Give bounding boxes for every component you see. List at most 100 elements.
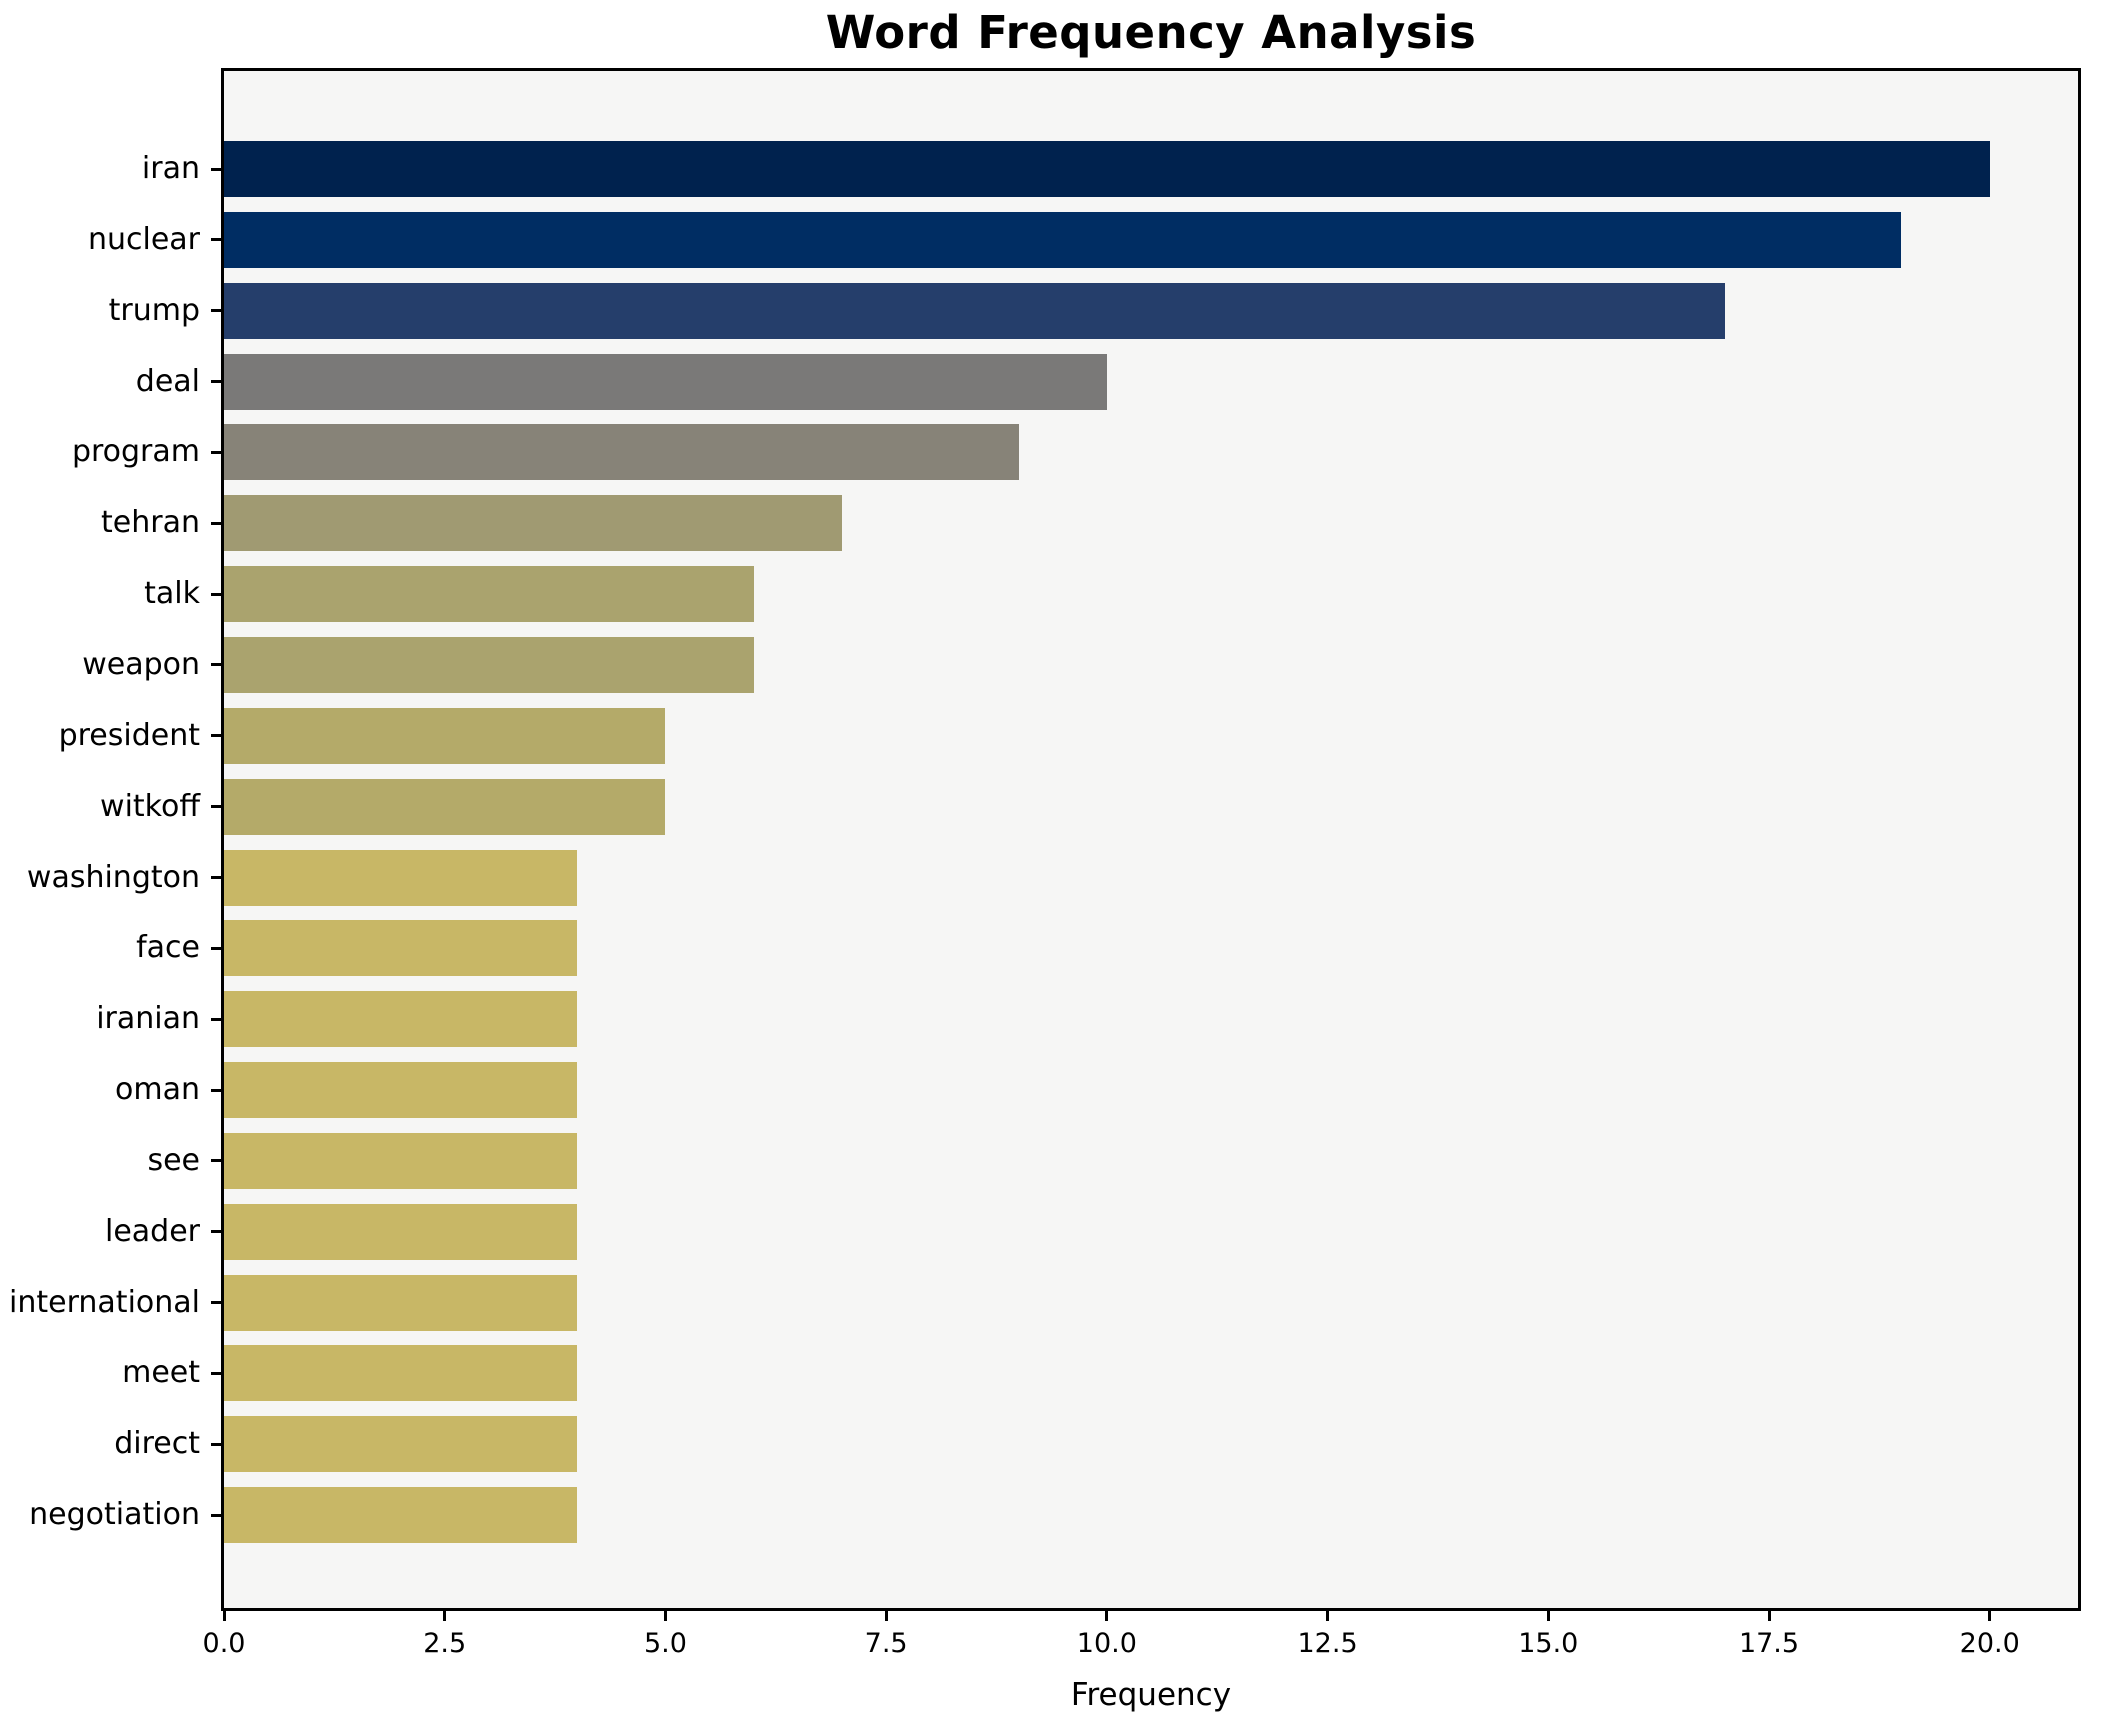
- bar-program: [224, 424, 1019, 481]
- y-tick-label-trump: trump: [108, 292, 200, 328]
- bar-weapon: [224, 636, 754, 693]
- bar-iranian: [224, 991, 578, 1048]
- bar-row-witkoff: witkoff: [100, 778, 2078, 835]
- bar-row-talk: talk: [144, 566, 2078, 623]
- bar-row-international: international: [9, 1274, 2078, 1331]
- bar-see: [224, 1132, 578, 1189]
- bar-row-meet: meet: [122, 1345, 2078, 1402]
- y-tick-iran: [211, 167, 221, 171]
- x-tick-label-0.0: 0.0: [202, 1628, 246, 1659]
- y-tick-label-talk: talk: [144, 576, 200, 612]
- bar-row-deal: deal: [136, 353, 2078, 410]
- y-tick-label-meet: meet: [122, 1355, 200, 1391]
- y-tick-label-international: international: [9, 1284, 200, 1320]
- bar-row-oman: oman: [115, 1062, 2078, 1119]
- bar-deal: [224, 353, 1107, 410]
- bar-washington: [224, 849, 578, 906]
- x-tick-7.5: [884, 1611, 888, 1621]
- bar-nuclear: [224, 211, 1902, 268]
- bar-leader: [224, 1203, 578, 1260]
- bar-witkoff: [224, 778, 666, 835]
- x-tick-2.5: [443, 1611, 447, 1621]
- bar-president: [224, 707, 666, 764]
- y-tick-label-program: program: [71, 434, 200, 470]
- y-tick-international: [211, 1301, 221, 1305]
- y-tick-label-president: president: [58, 717, 200, 753]
- plot-area: Frequency iran nuclear trump deal program teh…: [9, 68, 2081, 1711]
- x-tick-15.0: [1546, 1611, 1550, 1621]
- x-tick-label-10.0: 10.0: [1076, 1628, 1137, 1659]
- x-tick-17.5: [1767, 1611, 1771, 1621]
- bar-face: [224, 920, 578, 977]
- bar-iran: [224, 141, 1990, 197]
- x-tick-20.0: [1988, 1611, 1992, 1621]
- x-tick-10.0: [1105, 1611, 1109, 1621]
- y-tick-label-tehran: tehran: [101, 505, 200, 541]
- y-tick-label-deal: deal: [135, 363, 200, 399]
- bar-direct: [224, 1416, 578, 1473]
- y-tick-trump: [211, 309, 221, 313]
- bar-row-tehran: tehran: [101, 495, 2078, 552]
- y-tick-see: [211, 1159, 221, 1163]
- bar-trump: [224, 282, 1725, 339]
- y-tick-meet: [211, 1371, 221, 1375]
- bar-row-see: see: [147, 1132, 2078, 1189]
- y-tick-program: [211, 450, 221, 454]
- y-tick-tehran: [211, 521, 221, 525]
- x-tick-label-7.5: 7.5: [864, 1628, 908, 1659]
- y-tick-label-iran: iran: [141, 151, 200, 186]
- x-tick-label-5.0: 5.0: [643, 1628, 687, 1659]
- bar-row-iranian: iranian: [96, 991, 2078, 1048]
- y-tick-label-iranian: iranian: [96, 1001, 200, 1037]
- y-tick-washington: [211, 876, 221, 879]
- bar-row-weapon: weapon: [82, 636, 2078, 693]
- x-tick-label-15.0: 15.0: [1518, 1628, 1579, 1659]
- y-tick-weapon: [211, 663, 221, 667]
- x-tick-label-2.5: 2.5: [423, 1628, 467, 1659]
- y-tick-label-leader: leader: [104, 1213, 200, 1249]
- y-tick-label-witkoff: witkoff: [100, 788, 200, 824]
- x-tick-5.0: [663, 1611, 667, 1621]
- y-tick-negotiation: [211, 1513, 221, 1517]
- y-tick-label-washington: washington: [26, 859, 200, 895]
- chart-title: Word Frequency Analysis: [825, 6, 1477, 59]
- y-tick-witkoff: [211, 805, 221, 809]
- y-tick-talk: [211, 592, 221, 596]
- bar-row-washington: washington: [27, 849, 2078, 906]
- x-tick-label-20.0: 20.0: [1959, 1628, 2020, 1659]
- bar-row-trump: trump: [109, 282, 2078, 339]
- x-tick-label-12.5: 12.5: [1297, 1628, 1358, 1659]
- y-tick-direct: [211, 1442, 221, 1446]
- bar-negotiation: [224, 1487, 578, 1544]
- bar-row-iran: iran: [142, 141, 2078, 197]
- y-tick-label-weapon: weapon: [82, 646, 200, 682]
- y-tick-label-oman: oman: [115, 1072, 200, 1108]
- x-tick-12.5: [1326, 1611, 1330, 1621]
- y-tick-label-nuclear: nuclear: [87, 221, 200, 257]
- bar-row-nuclear: nuclear: [88, 211, 2078, 268]
- y-tick-nuclear: [211, 238, 221, 242]
- bar-talk: [224, 566, 754, 623]
- bar-row-direct: direct: [114, 1416, 2078, 1473]
- bar-row-program: program: [72, 424, 2078, 481]
- y-tick-oman: [211, 1088, 221, 1092]
- y-tick-label-see: see: [147, 1142, 200, 1178]
- y-tick-label-direct: direct: [114, 1426, 200, 1462]
- y-tick-face: [211, 946, 221, 950]
- y-tick-label-face: face: [136, 930, 200, 966]
- bar-meet: [224, 1345, 578, 1402]
- bar-row-president: president: [59, 707, 2078, 764]
- x-tick-label-17.5: 17.5: [1738, 1628, 1800, 1659]
- bar-row-face: face: [136, 920, 2078, 977]
- x-tick-0.0: [222, 1611, 226, 1621]
- y-tick-leader: [211, 1230, 221, 1234]
- y-tick-president: [211, 734, 221, 738]
- bar-tehran: [224, 495, 842, 552]
- bar-row-leader: leader: [105, 1203, 2078, 1260]
- bar-international: [224, 1274, 578, 1331]
- bar-oman: [224, 1062, 578, 1119]
- y-tick-label-negotiation: negotiation: [29, 1497, 200, 1533]
- y-tick-iranian: [211, 1017, 221, 1021]
- y-tick-deal: [211, 380, 221, 384]
